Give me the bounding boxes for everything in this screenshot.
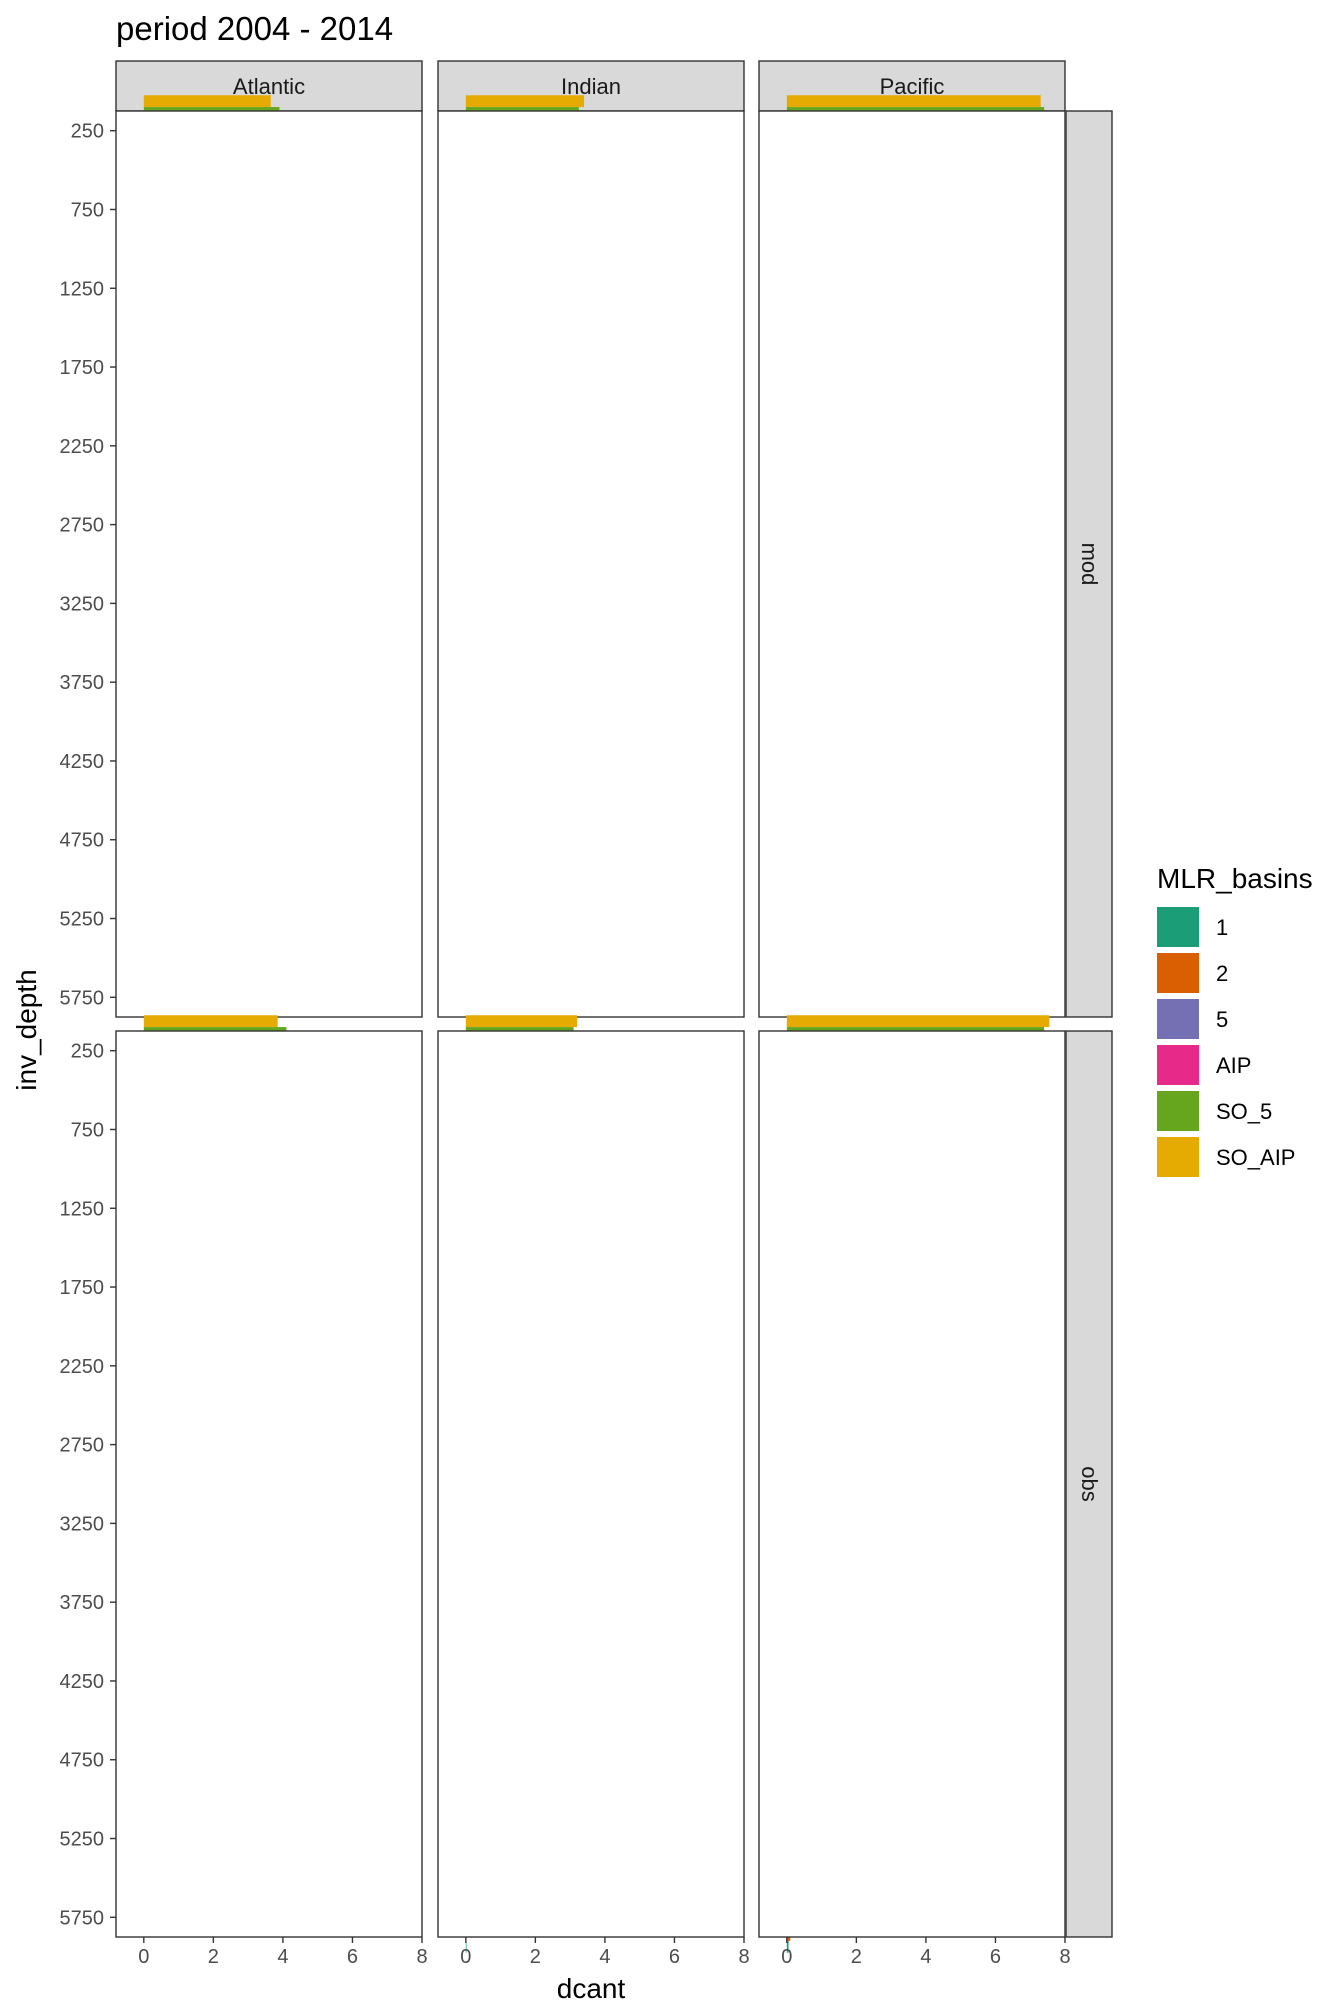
panel-pacific-mod — [758, 95, 1066, 1018]
y-tick-label: 4250 — [60, 751, 105, 773]
strip-label-atlantic: Atlantic — [233, 74, 305, 99]
y-tick-label: 750 — [71, 199, 104, 221]
y-tick-label: 2250 — [60, 1356, 105, 1378]
x-tick-label: 2 — [530, 1946, 541, 1968]
panel-border — [758, 1030, 1066, 1938]
strip-label-pacific: Pacific — [880, 74, 945, 99]
x-tick-label: 6 — [669, 1946, 680, 1968]
legend-key-aip — [1157, 1045, 1199, 1085]
legend-title: MLR_basins — [1157, 863, 1313, 894]
panel-indian-obs — [437, 1015, 745, 1953]
bar-so_aip-250 — [143, 1015, 278, 1028]
x-tick-label: 6 — [347, 1946, 358, 1968]
legend-label-2: 2 — [1216, 961, 1228, 986]
legend-label-so_aip: SO_AIP — [1216, 1145, 1295, 1170]
legend-key-so_aip — [1157, 1137, 1199, 1177]
y-tick-label: 250 — [71, 121, 104, 143]
bar-1-5750 — [465, 1940, 467, 1953]
y-tick-label: 4250 — [60, 1671, 105, 1693]
panel-pacific-obs — [758, 1015, 1066, 1953]
axes: 2507501250175022502750325037504250475052… — [60, 121, 1071, 1968]
y-tick-label: 250 — [71, 1041, 104, 1063]
x-axis-title: dcant — [557, 1973, 626, 2004]
bar-so_aip-250 — [465, 1015, 578, 1028]
y-tick-label: 3250 — [60, 593, 105, 615]
x-tick-label: 4 — [599, 1946, 610, 1968]
x-tick-label: 6 — [990, 1946, 1001, 1968]
strip-label-indian: Indian — [561, 74, 621, 99]
x-tick-label: 8 — [1059, 1946, 1070, 1968]
y-tick-label: 2250 — [60, 436, 105, 458]
bar-so_aip-250 — [786, 95, 1041, 108]
legend-key-1 — [1157, 907, 1199, 947]
y-tick-label: 5750 — [60, 987, 105, 1009]
x-tick-label: 2 — [851, 1946, 862, 1968]
y-axis-title: inv_depth — [11, 969, 42, 1090]
bar-1-5750 — [786, 1940, 789, 1953]
x-tick-label: 8 — [738, 1946, 749, 1968]
legend-key-2 — [1157, 953, 1199, 993]
legend-key-so_5 — [1157, 1091, 1199, 1131]
bar-so_aip-250 — [786, 1015, 1050, 1028]
y-tick-label: 2750 — [60, 1435, 105, 1457]
y-tick-label: 5250 — [60, 909, 105, 931]
y-tick-label: 1250 — [60, 278, 105, 300]
legend: MLR_basins 1 2 5 AIP SO_5 SO_AIP — [1157, 863, 1313, 1177]
panel-border — [115, 1030, 423, 1938]
y-tick-label: 5250 — [60, 1829, 105, 1851]
legend-label-aip: AIP — [1216, 1053, 1251, 1078]
panel-border — [437, 1030, 745, 1938]
y-tick-label: 3750 — [60, 1592, 105, 1614]
y-tick-label: 750 — [71, 1119, 104, 1141]
legend-label-1: 1 — [1216, 915, 1228, 940]
y-tick-label: 1250 — [60, 1198, 105, 1220]
legend-label-5: 5 — [1216, 1007, 1228, 1032]
bar-so_aip-250 — [465, 95, 585, 108]
x-tick-label: 4 — [277, 1946, 288, 1968]
chart-title: period 2004 - 2014 — [116, 10, 393, 47]
facet-panels: Atlantic Indian Pacific mod obs — [115, 60, 1113, 1953]
legend-label-so_5: SO_5 — [1216, 1099, 1272, 1124]
x-tick-label: 8 — [416, 1946, 427, 1968]
panel-atlantic-obs — [115, 1015, 423, 1938]
strip-label-obs: obs — [1077, 1466, 1102, 1501]
x-tick-label: 0 — [138, 1946, 149, 1968]
y-tick-label: 5750 — [60, 1907, 105, 1929]
y-tick-label: 2750 — [60, 515, 105, 537]
y-tick-label: 3750 — [60, 672, 105, 694]
panel-border — [758, 110, 1066, 1018]
y-tick-label: 1750 — [60, 1277, 105, 1299]
strip-label-mod: mod — [1077, 543, 1102, 586]
panel-indian-mod — [437, 95, 745, 1018]
panel-border — [437, 110, 745, 1018]
panel-atlantic-mod — [115, 95, 423, 1018]
y-tick-label: 1750 — [60, 357, 105, 379]
x-tick-label: 4 — [920, 1946, 931, 1968]
y-tick-label: 4750 — [60, 830, 105, 852]
panel-border — [115, 110, 423, 1018]
x-tick-label: 2 — [208, 1946, 219, 1968]
y-tick-label: 3250 — [60, 1513, 105, 1535]
x-tick-label: 0 — [781, 1946, 792, 1968]
legend-key-5 — [1157, 999, 1199, 1039]
bar-so_aip-250 — [143, 95, 271, 108]
strip-obs — [1065, 1030, 1113, 1938]
strip-mod — [1065, 110, 1113, 1018]
x-tick-label: 0 — [460, 1946, 471, 1968]
y-tick-label: 4750 — [60, 1750, 105, 1772]
